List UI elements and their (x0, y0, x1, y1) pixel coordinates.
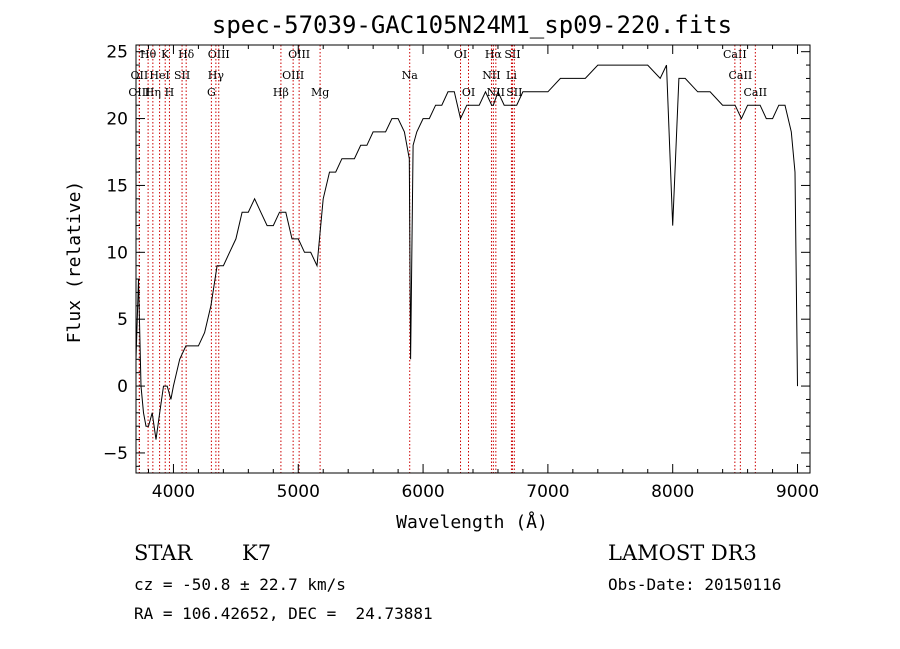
spectral-line-label: OIII (282, 69, 304, 82)
spectral-line-label: Li (506, 69, 517, 82)
spectral-line-label: OIII (128, 86, 150, 99)
spectral-line-label: Hθ (140, 48, 157, 61)
spectral-line-label: SII (506, 86, 522, 99)
y-tick-label: 10 (106, 243, 128, 263)
spectral-line-label: Hγ (208, 69, 225, 82)
x-tick-label: 4000 (152, 482, 195, 502)
spectral-line-label: NII (482, 69, 500, 82)
x-tick-label: 6000 (401, 482, 444, 502)
y-tick-label: 20 (106, 110, 128, 130)
chart-title: spec-57039-GAC105N24M1_sp09-220.fits (212, 11, 732, 39)
spectral-line-label: CaII (723, 48, 747, 61)
x-tick-label: 9000 (776, 482, 819, 502)
x-tick-label: 8000 (651, 482, 694, 502)
flux-line (135, 64, 798, 440)
spectral-line-label: HeI (149, 69, 169, 82)
spectral-line-label: Hβ (273, 86, 289, 99)
spectral-line-label: OIII (288, 48, 310, 61)
spectral-line-label: Hη (145, 86, 161, 99)
spectral-line-label: CaII (743, 86, 767, 99)
spectral-line-label: Mg (311, 86, 329, 99)
y-tick-label: 15 (106, 176, 128, 196)
observation-date: Obs-Date: 20150116 (608, 575, 782, 594)
x-axis-label: Wavelength (Å) (396, 511, 548, 533)
object-subclass: K7 (242, 541, 272, 565)
y-tick-label: −5 (103, 444, 128, 464)
spectral-line-label: OI (462, 86, 475, 99)
y-tick-label: 25 (106, 43, 128, 63)
spectral-line-label: Hδ (178, 48, 195, 61)
spectral-line-label: NII (487, 86, 505, 99)
y-tick-label: 0 (117, 377, 128, 397)
x-tick-label: 5000 (277, 482, 320, 502)
spectral-line-label: Hα (485, 48, 503, 61)
y-axis-label: Flux (relative) (64, 181, 85, 344)
spectral-line-label: G (207, 86, 216, 99)
spectral-line-label: CaII (729, 69, 753, 82)
spectral-line-label: OII (131, 69, 149, 82)
y-tick-label: 5 (117, 310, 128, 330)
spectral-line-label: K (161, 48, 170, 61)
coordinates: RA = 106.42652, DEC = 24.73881 (134, 604, 433, 623)
plot-frame (135, 44, 811, 474)
spectral-line-label: Na (402, 69, 419, 82)
spectral-line-label: OIII (208, 48, 230, 61)
spectral-line-label: OI (454, 48, 467, 61)
object-class: STAR (134, 541, 193, 565)
spectral-line-label: SII (504, 48, 520, 61)
survey-name: LAMOST DR3 (608, 541, 757, 565)
redshift-velocity: cz = -50.8 ± 22.7 km/s (134, 575, 346, 594)
spectral-line-label: H (165, 86, 175, 99)
spectral-line-label: SII (174, 69, 190, 82)
x-tick-label: 7000 (526, 482, 569, 502)
